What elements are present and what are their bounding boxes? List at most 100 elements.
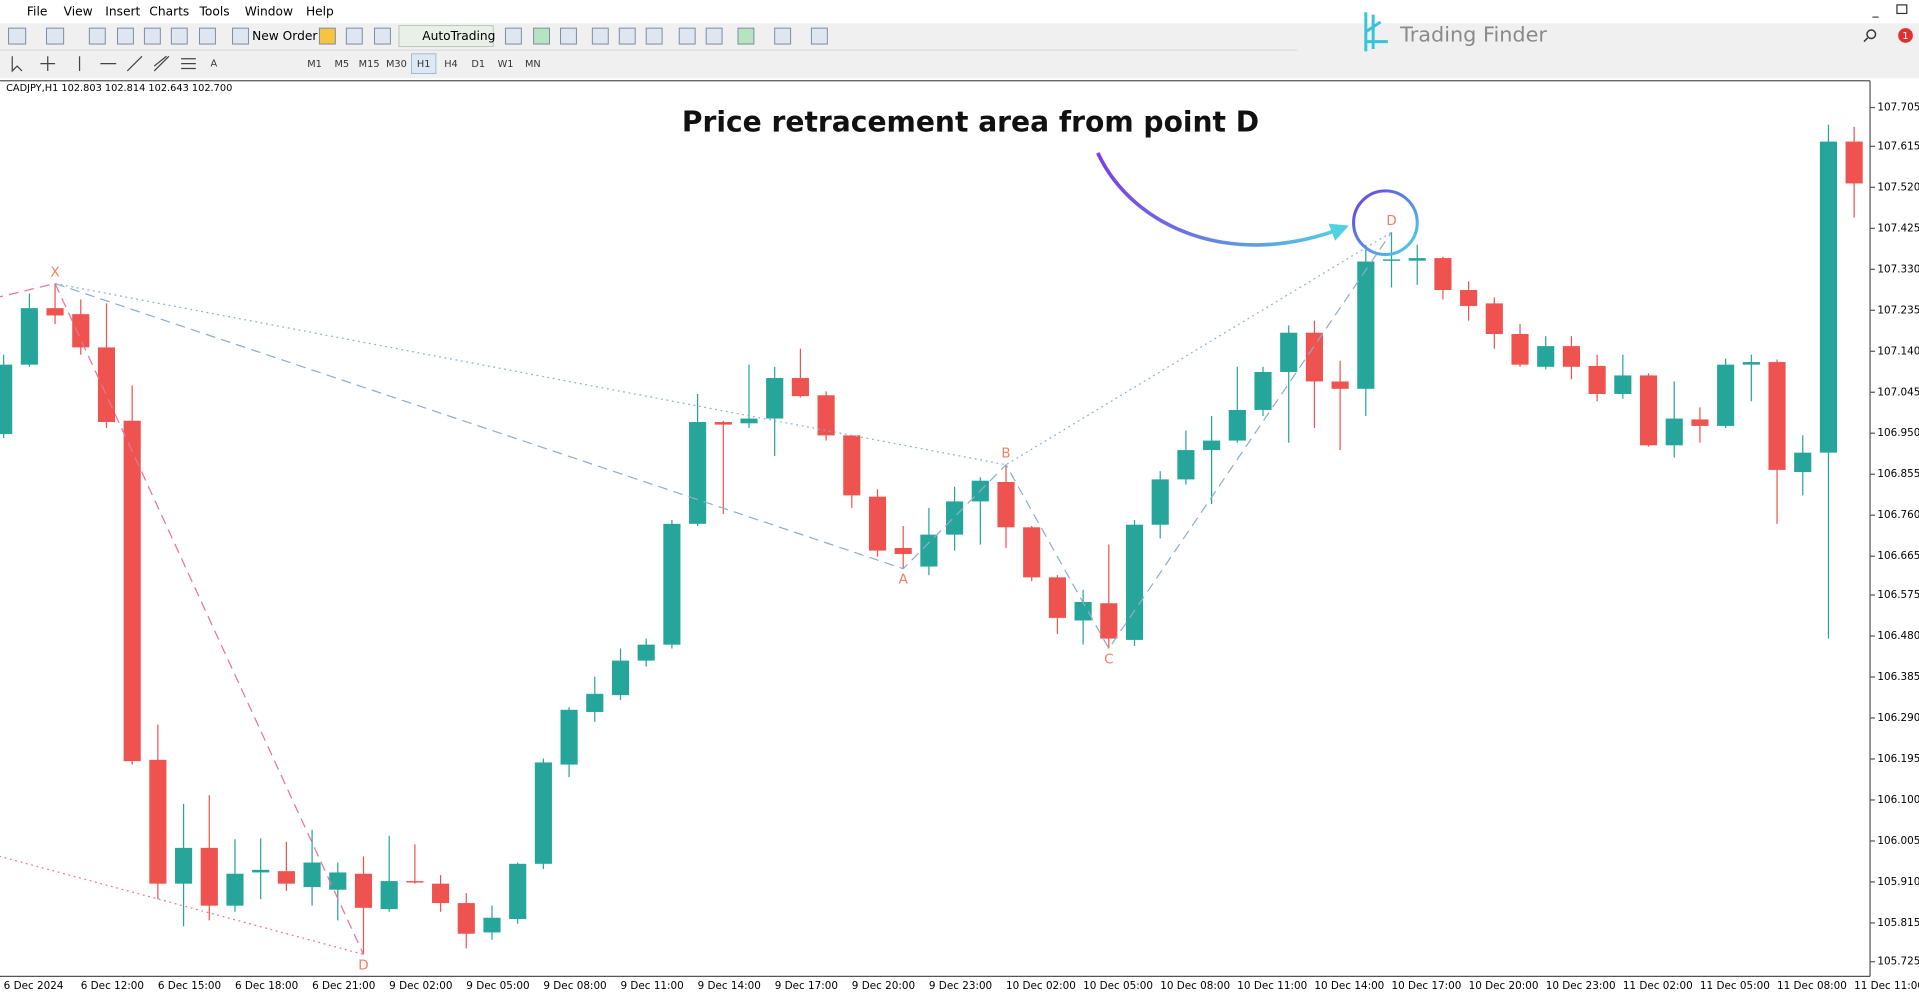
candle-body [483,917,501,933]
chart-background [0,78,1919,996]
candle-body [637,644,655,661]
candle-body [843,435,861,496]
candle-body [997,481,1015,528]
y-tick-label: 106.195 [1877,753,1919,765]
candle-body [1023,527,1041,578]
candle-body [611,660,630,696]
chart-title: CADJPY,H1 102.803 102.814 102.643 102.70… [6,83,232,94]
x-tick-label: 10 Dec 02:00 [1006,980,1076,992]
restore-button[interactable] [1896,4,1908,15]
candle-body [354,873,373,908]
candle-body [1074,601,1092,621]
y-tick-label: 106.385 [1877,671,1919,683]
menu-item[interactable]: File [27,5,47,19]
candle-body [1254,371,1272,410]
annotation-arrow [1096,152,1349,247]
pattern-label: X [50,266,59,281]
candle-body [380,881,398,910]
y-tick-label: 107.235 [1877,304,1919,316]
timeframe-button[interactable]: W1 [498,59,514,70]
x-tick-label: 10 Dec 17:00 [1392,980,1462,992]
candle-body [1100,603,1118,639]
logo-text: Trading Finder [1399,22,1547,46]
menu-item[interactable]: Tools [198,5,229,19]
x-tick-label: 10 Dec 23:00 [1546,980,1616,992]
menu-item[interactable]: Insert [105,5,140,19]
timeframe-button[interactable]: M30 [386,59,407,70]
timeframe-button[interactable]: M15 [359,59,380,70]
candle-body [406,881,424,883]
x-tick-label: 9 Dec 11:00 [620,980,683,992]
x-tick-label: 10 Dec 20:00 [1469,980,1539,992]
candle-body [149,759,167,884]
candle-body [432,883,450,904]
candle-body [740,418,758,424]
x-tick-label: 6 Dec 18:00 [235,980,298,992]
candle-body [868,496,887,551]
menu-item[interactable]: Help [306,5,334,19]
timeframe-button[interactable]: D1 [471,59,485,70]
x-tick-label: 9 Dec 02:00 [389,980,452,992]
menu: File View Insert Charts Tools Window Help [27,5,334,19]
pattern-line [54,231,1393,650]
y-tick-label: 105.910 [1877,876,1919,888]
x-tick-label: 11 Dec 08:00 [1777,980,1847,992]
y-tick-label: 106.290 [1877,712,1919,724]
drawing-tools [11,55,196,73]
y-tick-label: 106.005 [1877,835,1919,847]
y-tick-label: 105.815 [1877,917,1919,929]
candle-body [1665,418,1683,446]
timeframe-button[interactable]: H4 [444,59,458,70]
candle-body [226,873,244,906]
menu-item[interactable]: View [64,5,93,19]
y-tick-label: 105.725 [1877,956,1919,968]
candle-body [329,872,347,890]
y-tick-label: 107.520 [1877,181,1919,193]
search-icon[interactable] [1863,29,1877,43]
candle-body [1614,375,1632,394]
menu-item[interactable]: Window [245,5,293,19]
timeframe-button[interactable]: M1 [307,59,322,70]
x-tick-label: 6 Dec 21:00 [312,980,375,992]
candle-body [0,364,13,435]
axes: 107.705 107.615 107.520 107.425 107.330 107.2… [4,102,1919,993]
candle-body [1125,524,1144,640]
timeframe-button[interactable]: H1 [417,59,431,70]
candle-body [560,709,578,765]
x-tick-label: 10 Dec 08:00 [1160,980,1230,992]
candle-body [1408,258,1426,261]
candle-body [534,762,552,864]
text-tool[interactable]: A [211,59,218,70]
candle-body [1511,334,1529,365]
timeframe-button[interactable]: M5 [335,59,350,70]
menu-item[interactable]: Charts [149,5,189,19]
y-tick-label: 106.665 [1877,550,1919,562]
x-tick-label: 6 Dec 12:00 [81,980,144,992]
candle-body [509,863,527,920]
candle-body [97,347,116,423]
candle-body [457,903,475,934]
candle-body [1228,409,1246,441]
pattern-line [54,231,1392,466]
candle-body [663,523,681,645]
notification-badge[interactable] [1898,28,1913,43]
x-tick-label: 9 Dec 17:00 [775,980,838,992]
candle-body [920,534,938,567]
candle-body [1434,258,1452,291]
timeframe-button[interactable]: MN [525,59,541,70]
candle-body [46,308,64,316]
new-order-button[interactable]: New Order [252,29,318,43]
auto-trading-label[interactable]: AutoTrading [422,29,495,43]
x-tick-label: 9 Dec 05:00 [466,980,529,992]
candle-body [1460,290,1478,306]
y-tick-label: 106.760 [1877,509,1919,521]
x-tick-label: 6 Dec 15:00 [158,980,221,992]
y-tick-label: 107.615 [1877,140,1919,152]
auto-trading-button[interactable] [398,25,494,47]
candle-body [72,314,90,348]
minimize-button[interactable]: _ [1871,4,1879,18]
candle-body [277,871,295,884]
candle-body [1794,452,1812,473]
candle-body [1357,261,1375,389]
candle-body [946,501,964,535]
